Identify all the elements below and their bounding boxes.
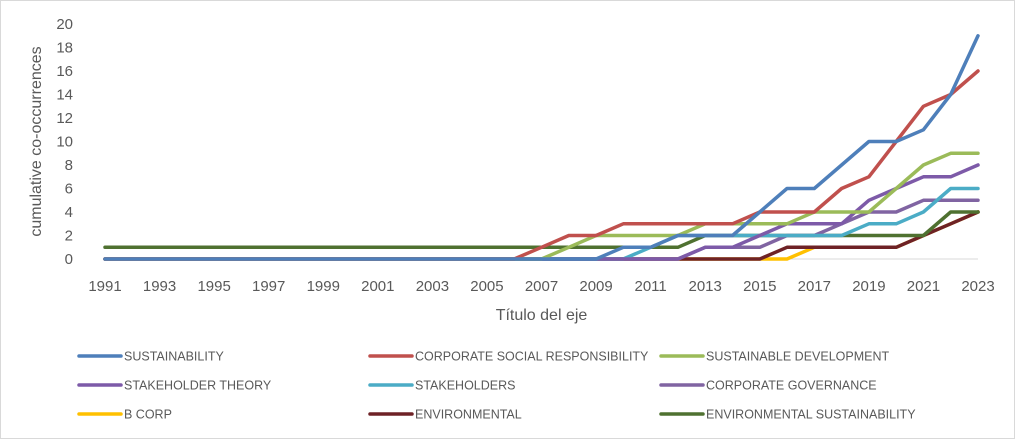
y-tick-label: 2 (65, 228, 73, 245)
x-tick-label: 2013 (689, 278, 722, 295)
legend-label: ENVIRONMENTAL SUSTAINABILITY (706, 408, 916, 422)
y-tick-label: 0 (65, 251, 73, 268)
legend-label: STAKEHOLDERS (415, 379, 516, 393)
legend-label: B CORP (124, 408, 172, 422)
y-tick-label: 20 (56, 16, 73, 33)
x-axis-ticks: 1991 1993 1995 1997 1999 2001 2003 2005 2007 2009… (88, 278, 994, 295)
series-lines (103, 34, 980, 261)
legend-label: CORPORATE GOVERNANCE (706, 379, 877, 393)
x-tick-label: 2003 (416, 278, 449, 295)
legend-item-sustainability: SUSTAINABILITY (77, 350, 224, 364)
x-tick-label: 1995 (197, 278, 230, 295)
legend-item-stakeholders: STAKEHOLDERS (368, 379, 516, 393)
legend-label: CORPORATE SOCIAL RESPONSIBILITY (415, 350, 649, 364)
legend: SUSTAINABILITY CORPORATE SOCIAL RESPONSIB… (77, 350, 916, 422)
y-tick-label: 16 (56, 63, 73, 80)
x-tick-label: 1999 (307, 278, 340, 295)
legend-item-corporate-governance: CORPORATE GOVERNANCE (659, 379, 877, 393)
y-axis-ticks: 0 2 4 6 8 10 12 14 16 18 20 (56, 16, 73, 268)
y-tick-label: 18 (56, 40, 73, 57)
x-axis-title: Título del eje (496, 307, 588, 324)
x-tick-label: 2009 (579, 278, 612, 295)
x-tick-label: 2023 (961, 278, 994, 295)
x-tick-label: 2001 (361, 278, 394, 295)
legend-label: STAKEHOLDER THEORY (124, 379, 272, 393)
y-tick-label: 14 (56, 87, 73, 104)
legend-item-b-corp: B CORP (77, 408, 172, 422)
x-tick-label: 1997 (252, 278, 285, 295)
series-line-sustainability (103, 34, 980, 261)
x-tick-label: 2007 (525, 278, 558, 295)
x-tick-label: 1993 (143, 278, 176, 295)
series-line-corporate-social-responsibility (103, 69, 980, 261)
series-line-sustainable-development (103, 151, 980, 261)
x-tick-label: 2011 (634, 278, 666, 295)
x-tick-label: 1991 (88, 278, 121, 295)
legend-label: SUSTAINABILITY (124, 350, 224, 364)
x-tick-label: 2017 (798, 278, 831, 295)
x-tick-label: 2019 (852, 278, 885, 295)
x-tick-label: 2021 (907, 278, 940, 295)
legend-item-environmental-sustainability: ENVIRONMENTAL SUSTAINABILITY (659, 408, 916, 422)
y-tick-label: 10 (56, 134, 73, 151)
y-axis-title: cumulative co-occurrences (28, 46, 45, 236)
legend-item-corporate-social-responsibility: CORPORATE SOCIAL RESPONSIBILITY (368, 350, 649, 364)
y-tick-label: 4 (65, 204, 73, 221)
y-tick-label: 6 (65, 181, 73, 198)
y-tick-label: 8 (65, 157, 73, 174)
legend-item-environmental: ENVIRONMENTAL (368, 408, 522, 422)
y-tick-label: 12 (56, 110, 73, 127)
legend-label: ENVIRONMENTAL (415, 408, 522, 422)
legend-label: SUSTAINABLE DEVELOPMENT (706, 350, 890, 364)
legend-item-sustainable-development: SUSTAINABLE DEVELOPMENT (659, 350, 890, 364)
x-tick-label: 2005 (470, 278, 503, 295)
x-tick-label: 2015 (743, 278, 776, 295)
legend-item-stakeholder-theory: STAKEHOLDER THEORY (77, 379, 272, 393)
series-line-corporate-governance (103, 198, 980, 261)
